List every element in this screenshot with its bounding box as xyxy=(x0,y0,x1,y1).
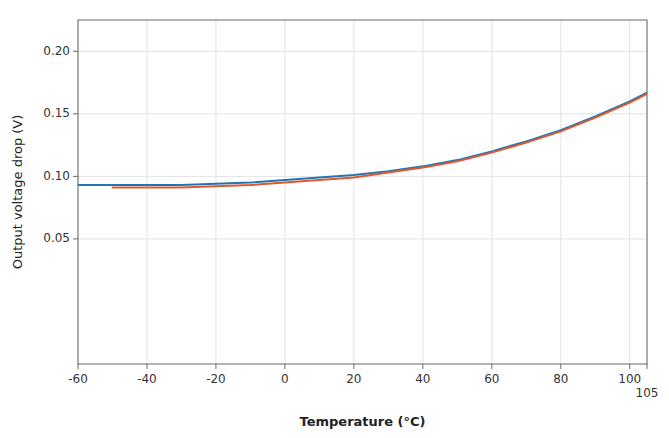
lines xyxy=(78,93,647,188)
grid xyxy=(78,20,647,364)
grid-line xyxy=(78,238,647,239)
grid-line xyxy=(215,20,216,364)
tick-label: 80 xyxy=(553,372,568,386)
tick-label: -40 xyxy=(137,372,157,386)
tick-label: 0.20 xyxy=(43,44,70,58)
grid-line xyxy=(146,20,147,364)
tick-label: -20 xyxy=(206,372,226,386)
grid-line xyxy=(422,20,423,364)
grid-line xyxy=(284,20,285,364)
tick-label: 40 xyxy=(415,372,430,386)
grid-line xyxy=(353,20,354,364)
tick-mark xyxy=(560,364,561,369)
tick-label: 0 xyxy=(281,372,289,386)
chart: 0.05 0.10 0.15 0.20 -60 -40 -20 0 20 40 60 80 100105… xyxy=(0,0,669,438)
grid-line xyxy=(560,20,561,364)
plot-frame xyxy=(78,20,647,364)
grid-line xyxy=(629,20,630,364)
tick-label: 105 xyxy=(636,386,659,400)
x-axis-label: Temperature (°C) xyxy=(300,414,426,429)
tick-mark xyxy=(284,364,285,369)
tick-mark xyxy=(422,364,423,369)
line xyxy=(78,93,647,186)
tick-label: 0.05 xyxy=(43,231,70,245)
tick-label: 0.10 xyxy=(43,169,70,183)
tick-label: 0.15 xyxy=(43,106,70,120)
tick-mark xyxy=(73,113,78,114)
line xyxy=(112,94,647,188)
tick-mark xyxy=(491,364,492,369)
y-axis-label: Output voltage drop (V) xyxy=(10,115,25,270)
grid-line xyxy=(491,20,492,364)
tick-mark xyxy=(215,364,216,369)
axes: 0.05 0.10 0.15 0.20 -60 -40 -20 0 20 40 60 80 100105 xyxy=(43,20,658,400)
tick-mark xyxy=(647,364,648,369)
tick-label: 100 xyxy=(618,372,641,386)
tick-mark xyxy=(353,364,354,369)
tick-label: -60 xyxy=(68,372,88,386)
tick-mark xyxy=(78,364,79,369)
grid-line xyxy=(78,51,647,52)
tick-mark xyxy=(146,364,147,369)
plot-area xyxy=(78,20,647,364)
tick-label: 60 xyxy=(484,372,499,386)
tick-mark xyxy=(73,51,78,52)
tick-label: 20 xyxy=(346,372,361,386)
tick-mark xyxy=(73,238,78,239)
tick-mark xyxy=(629,364,630,369)
grid-line xyxy=(78,113,647,114)
tick-mark xyxy=(73,176,78,177)
